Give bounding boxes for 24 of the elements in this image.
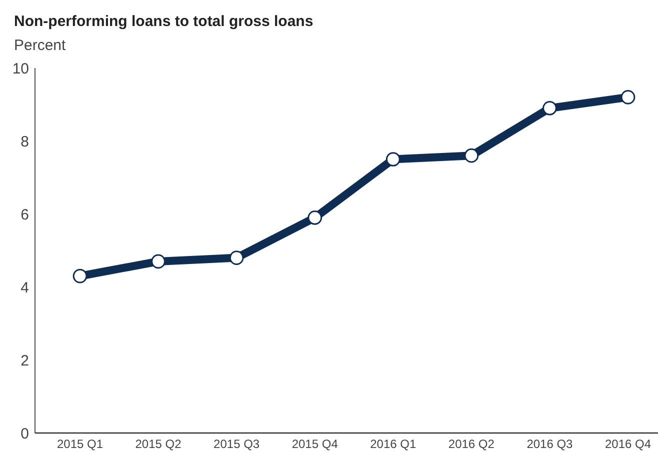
x-tick-label: 2015 Q3 xyxy=(214,437,260,451)
x-tick-label: 2015 Q1 xyxy=(56,437,104,451)
point xyxy=(229,250,244,265)
x-tick-label: 2016 Q4 xyxy=(604,437,652,451)
x-tick-label: 2015 Q2 xyxy=(135,437,182,451)
y-tick-label: 0 xyxy=(20,425,29,442)
point xyxy=(72,268,88,284)
y-tick-label: 8 xyxy=(20,133,29,150)
x-tick-label: 2016 Q3 xyxy=(526,437,574,451)
x-tick-label: 2016 Q2 xyxy=(448,437,495,451)
y-tick-label: 10 xyxy=(12,60,29,78)
point xyxy=(386,152,400,166)
point xyxy=(464,148,479,163)
y-axis-title: Percent xyxy=(14,37,67,54)
y-tick-label: 4 xyxy=(20,279,29,296)
point xyxy=(308,210,322,225)
x-tick-label: 2016 Q1 xyxy=(370,437,416,451)
chart-title: Non-performing loans to total gross loans xyxy=(14,13,314,30)
point xyxy=(620,90,636,104)
point xyxy=(151,254,166,269)
x-tick-label: 2015 Q4 xyxy=(292,437,338,451)
y-tick-label: 6 xyxy=(20,206,29,224)
y-tick-label: 2 xyxy=(20,352,29,370)
point xyxy=(542,100,557,116)
